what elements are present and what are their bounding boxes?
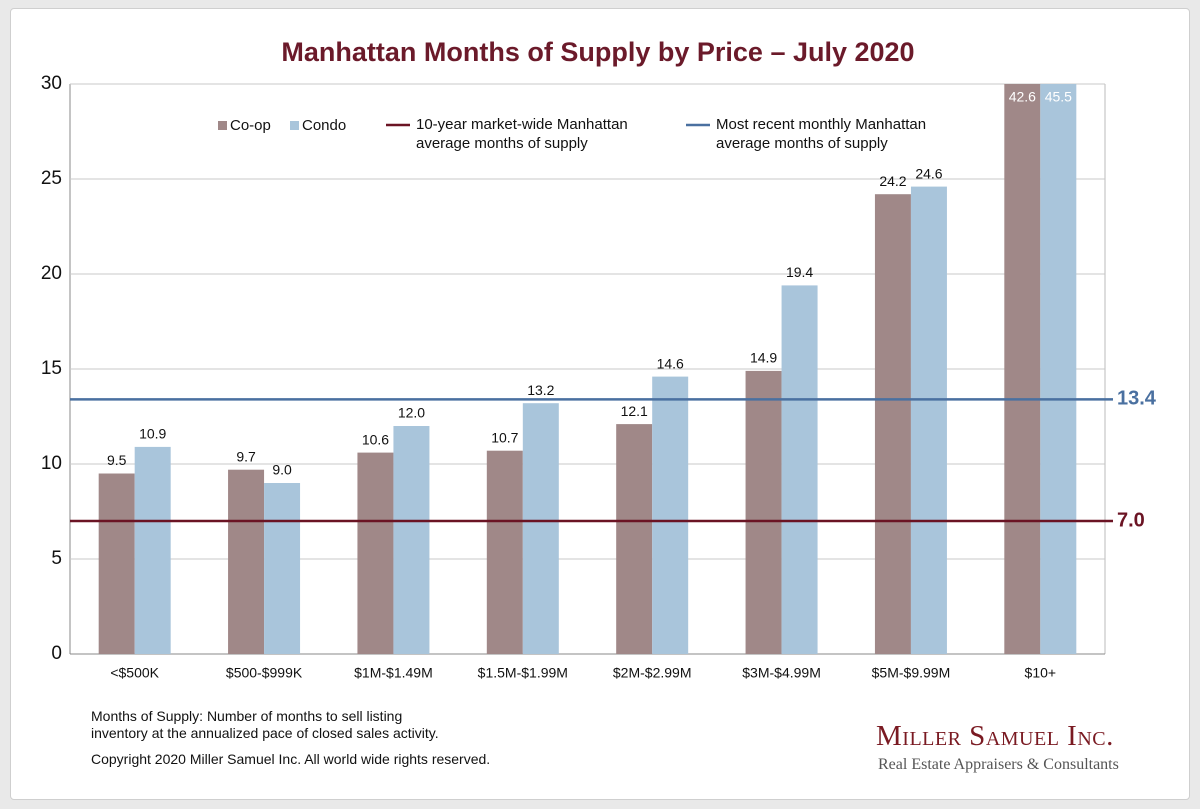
legend-swatch	[218, 121, 227, 130]
bar	[874, 194, 911, 654]
legend-label: Co-op	[230, 117, 271, 134]
y-tick-label: 0	[51, 643, 62, 664]
bar	[781, 285, 818, 654]
brand: Miller Samuel Inc.	[876, 720, 1114, 752]
bar	[393, 426, 430, 654]
reference-label: 7.0	[1117, 509, 1145, 531]
bar	[522, 403, 559, 654]
x-tick-label: $1.5M-$1.99M	[478, 665, 568, 681]
value-label: 10.6	[362, 431, 389, 447]
value-label: 13.2	[527, 382, 554, 398]
y-tick-label: 20	[41, 263, 62, 284]
bar	[652, 376, 689, 654]
value-label: 12.0	[398, 405, 425, 421]
x-tick-label: $500-$999K	[226, 665, 303, 681]
value-label: 9.5	[107, 452, 127, 468]
x-tick-label: <$500K	[110, 665, 159, 681]
bar	[1004, 84, 1041, 654]
legend-label: Condo	[302, 117, 346, 134]
x-tick-label: $3M-$4.99M	[742, 665, 821, 681]
value-label: 19.4	[786, 264, 813, 280]
value-label: 24.2	[879, 173, 906, 189]
value-label: 9.7	[236, 448, 256, 464]
value-label: 42.6	[1009, 89, 1036, 105]
y-tick-label: 25	[41, 168, 62, 189]
legend-label: Most recent monthly Manhattan average mo…	[716, 116, 927, 152]
legend-swatch	[290, 121, 299, 130]
x-tick-label: $2M-$2.99M	[613, 665, 692, 681]
value-label: 45.5	[1045, 89, 1072, 105]
y-tick-label: 30	[41, 73, 62, 94]
value-label: 9.0	[272, 462, 292, 478]
y-tick-label: 15	[41, 358, 62, 379]
y-tick-label: 10	[41, 453, 62, 474]
reference-label: 13.4	[1117, 388, 1157, 410]
chart-title: Manhattan Months of Supply by Price – Ju…	[281, 37, 914, 67]
bar	[745, 370, 782, 654]
value-label: 12.1	[621, 403, 648, 419]
legend-label: 10-year market-wide Manhattan average mo…	[416, 116, 628, 152]
bar	[98, 473, 135, 654]
value-label: 14.9	[750, 350, 777, 366]
frame	[10, 8, 1190, 800]
copyright: Copyright 2020 Miller Samuel Inc. All wo…	[91, 751, 491, 767]
legend-entry: 10-year market-wide Manhattan average mo…	[416, 116, 628, 152]
value-label: 24.6	[915, 165, 942, 181]
bar	[616, 424, 653, 654]
x-tick-label: $5M-$9.99M	[872, 665, 951, 681]
bar	[357, 452, 394, 654]
bar	[486, 450, 523, 654]
y-tick-label: 5	[51, 548, 62, 569]
value-label: 10.9	[139, 426, 166, 442]
footnote: Months of Supply: Number of months to se…	[91, 708, 439, 741]
bar	[910, 186, 947, 654]
x-tick-label: $1M-$1.49M	[354, 665, 433, 681]
value-label: 14.6	[657, 355, 684, 371]
legend-entry: Most recent monthly Manhattan average mo…	[716, 116, 927, 152]
x-tick-label: $10+	[1025, 665, 1057, 681]
brand-tagline: Real Estate Appraisers & Consultants	[878, 756, 1119, 773]
bar	[1040, 84, 1077, 654]
value-label: 10.7	[491, 429, 518, 445]
bar	[264, 483, 301, 654]
bar	[228, 469, 265, 654]
bar	[134, 446, 171, 654]
